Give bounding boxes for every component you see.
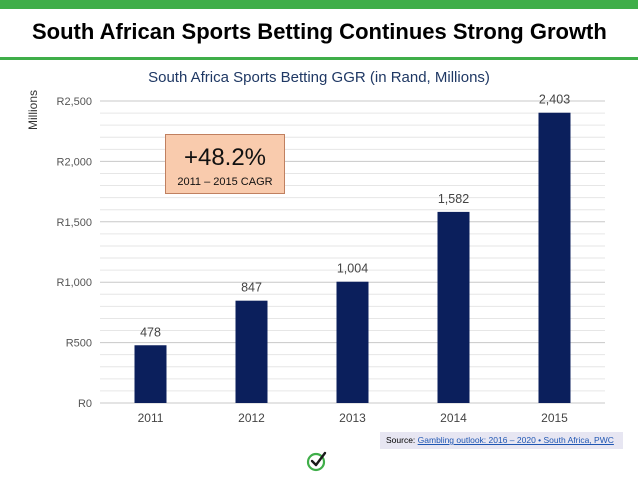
y-tick-label: R500	[66, 338, 92, 350]
y-tick-label: R2,500	[57, 96, 92, 108]
source-note: Source: Gambling outlook: 2016 – 2020 • …	[380, 432, 623, 449]
cagr-callout: +48.2% 2011 – 2015 CAGR	[165, 134, 285, 194]
y-tick-label: R1,000	[57, 277, 92, 289]
data-label-2012: 847	[241, 281, 262, 295]
bar-2015	[538, 112, 571, 404]
source-link[interactable]: Gambling outlook: 2016 – 2020 • South Af…	[417, 435, 614, 445]
bar-2011	[134, 345, 167, 403]
data-label-2015: 2,403	[539, 93, 570, 107]
top-accent-bar	[0, 0, 638, 9]
x-axis-ticks: 2011 2012 2013 2014 2015	[138, 411, 569, 425]
x-tick-label-2013: 2013	[339, 411, 366, 425]
page-title: South African Sports Betting Continues S…	[32, 19, 607, 44]
source-prefix: Source:	[386, 435, 418, 445]
data-label-2013: 1,004	[337, 262, 368, 276]
bars	[134, 112, 571, 404]
y-tick-label: R2,000	[57, 156, 92, 168]
y-tick-label: R0	[78, 398, 92, 410]
data-labels: 478 847 1,004 1,582 2,403	[140, 93, 570, 340]
x-tick-label-2014: 2014	[440, 411, 467, 425]
title-divider	[0, 57, 638, 60]
x-tick-label-2011: 2011	[138, 411, 164, 425]
y-tick-label: R1,500	[57, 217, 92, 229]
y-axis-ticks: R0 R500 R1,000 R1,500 R2,000 R2,500	[57, 96, 92, 410]
cagr-label: 2011 – 2015 CAGR	[177, 176, 273, 188]
bar-2012	[235, 300, 268, 403]
data-label-2011: 478	[140, 325, 161, 339]
chart-title: South Africa Sports Betting GGR (in Rand…	[148, 69, 490, 86]
bar-2013	[336, 281, 369, 403]
data-label-2014: 1,582	[438, 192, 469, 206]
cagr-value: +48.2%	[183, 144, 267, 171]
x-tick-label-2012: 2012	[238, 411, 265, 425]
x-tick-label-2015: 2015	[541, 411, 568, 425]
bar-2014	[437, 211, 470, 403]
check-circle-icon	[306, 451, 327, 472]
